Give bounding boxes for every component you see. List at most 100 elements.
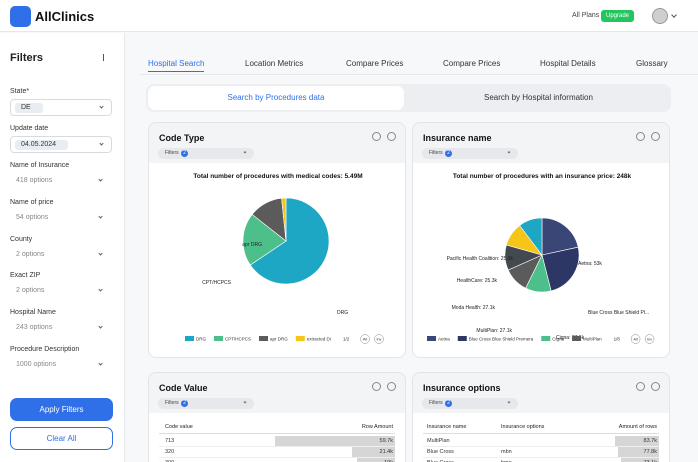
amount-label: 73.1k: [644, 460, 657, 462]
tab[interactable]: Glossary: [636, 59, 668, 68]
logo-icon: [10, 6, 31, 27]
filter-pill-label: Filters: [165, 400, 179, 406]
legend-swatch: [457, 336, 467, 341]
header-rule: [159, 433, 395, 434]
row-rule: [423, 457, 659, 458]
chevron: [507, 150, 511, 154]
filter-select[interactable]: DE: [10, 99, 112, 116]
chevron: [98, 251, 103, 256]
slice-label: MultiPlan: 27.1k: [476, 328, 512, 334]
filter-select[interactable]: 04.05.2024: [10, 136, 112, 153]
filter-pill[interactable]: Filters 2: [422, 148, 518, 159]
slice-label: Moda Health: 27.1k: [452, 305, 496, 311]
tab[interactable]: Compare Prices: [443, 59, 501, 68]
legend-swatch: [259, 336, 269, 341]
filter-placeholder: 243 options: [16, 324, 53, 331]
info-icon[interactable]: [372, 382, 381, 391]
table-header: Insurance name: [427, 424, 467, 430]
slice-label: DRG: [337, 310, 348, 316]
play-icon[interactable]: [387, 382, 396, 391]
pie-slice: [541, 246, 580, 292]
table-cell: 320: [165, 449, 175, 455]
amount-bar: [618, 447, 659, 457]
play-icon[interactable]: [387, 132, 396, 141]
legend-all: [360, 334, 370, 344]
legend-all: [630, 334, 641, 344]
filter-select[interactable]: 2 options: [10, 249, 112, 263]
legend-label: DRG: [196, 337, 206, 342]
amount-label: 59.7k: [379, 438, 393, 444]
info-icon[interactable]: [372, 132, 381, 141]
legend-inv: [644, 334, 655, 344]
filter-placeholder: 54 options: [16, 214, 49, 221]
chart-card: Total number of procedures with an insur…: [413, 163, 669, 357]
filter-count: 2: [445, 150, 452, 157]
row-rule: [159, 457, 395, 458]
upgrade-badge[interactable]: Upgrade: [601, 10, 634, 22]
tab[interactable]: Hospital Details: [540, 59, 596, 68]
panel-title: Insurance options: [423, 383, 501, 393]
filter-label: Name of Insurance: [10, 162, 70, 169]
pie-slice: [281, 197, 287, 242]
chevron: [507, 400, 511, 404]
filter-chip: 04.05.2024: [15, 140, 69, 150]
filter-select[interactable]: 1000 options: [10, 359, 112, 373]
chevron: [98, 214, 103, 219]
collapse-icon[interactable]: [103, 54, 112, 61]
filter-select[interactable]: 2 options: [10, 285, 112, 299]
legend-label: Aetna: [438, 337, 450, 342]
legend-swatch: [185, 336, 194, 341]
tab[interactable]: Location Metrics: [245, 59, 304, 68]
filter-select[interactable]: 418 options: [10, 175, 112, 189]
tab[interactable]: Compare Prices: [346, 59, 404, 68]
slice-label: CPT/HCPCS: [202, 280, 232, 286]
filter-count: 2: [445, 400, 452, 407]
filter-pill[interactable]: Filters 2: [158, 148, 254, 159]
chevron: [99, 104, 104, 109]
panel-title: Code Value: [159, 383, 208, 393]
table-header: Amount of rows: [618, 424, 657, 430]
legend-label: extracted DI: [307, 337, 331, 342]
chevron: [99, 141, 104, 146]
filter-label: County: [10, 236, 33, 243]
amount-bar: [620, 458, 659, 462]
clear-button[interactable]: Clear All: [10, 427, 113, 450]
table-cell: 300: [165, 460, 174, 462]
avatar[interactable]: [652, 8, 668, 24]
legend-swatch: [572, 336, 582, 341]
tab[interactable]: Hospital Search: [148, 59, 205, 72]
panel-title: Code Type: [159, 133, 205, 143]
filter-select[interactable]: 243 options: [10, 322, 112, 336]
legend-label: apr DRG: [270, 337, 288, 342]
table-header: Insurance options: [501, 424, 545, 430]
info-icon[interactable]: [636, 382, 645, 391]
filter-select[interactable]: 54 options: [10, 212, 112, 226]
slice-label: Pacific Health Coalition: 25.3k: [447, 256, 514, 262]
filter-count: 2: [181, 400, 188, 407]
subtab-active[interactable]: Search by Procedures data: [148, 86, 404, 110]
header: AllClinics All Plans Upgrade: [0, 0, 698, 32]
filter-pill[interactable]: Filters 2: [422, 398, 518, 409]
filter-pill-label: Filters: [429, 150, 443, 156]
chevron: [243, 150, 247, 154]
amount-bar: [351, 447, 395, 457]
chevron: [98, 177, 103, 182]
subtab[interactable]: Search by Hospital information: [484, 93, 593, 102]
pie-slice: [249, 197, 330, 285]
filter-pill[interactable]: Filters 2: [158, 398, 254, 409]
avatar-caret: [671, 12, 677, 18]
filter-label: Exact ZIP: [10, 272, 41, 279]
filter-placeholder: 1000 options: [16, 361, 57, 368]
apply-button[interactable]: Apply Filters: [10, 398, 113, 421]
subtab-bar: Search by Procedures data Search by Hospi…: [146, 84, 671, 112]
play-icon[interactable]: [651, 382, 660, 391]
pie-slice: [519, 217, 543, 256]
chevron: [98, 287, 103, 292]
table-card: Insurance name Insurance options Amount of…: [413, 413, 669, 462]
amount-label: 21.4k: [379, 449, 393, 455]
info-icon[interactable]: [636, 132, 645, 141]
play-icon[interactable]: [651, 132, 660, 141]
slice-label: HealthCare: 25.3k: [457, 278, 498, 284]
legend-label: Blue Cross Blue Shield Premera: [469, 337, 534, 342]
filter-label: Procedure Description: [10, 346, 80, 353]
